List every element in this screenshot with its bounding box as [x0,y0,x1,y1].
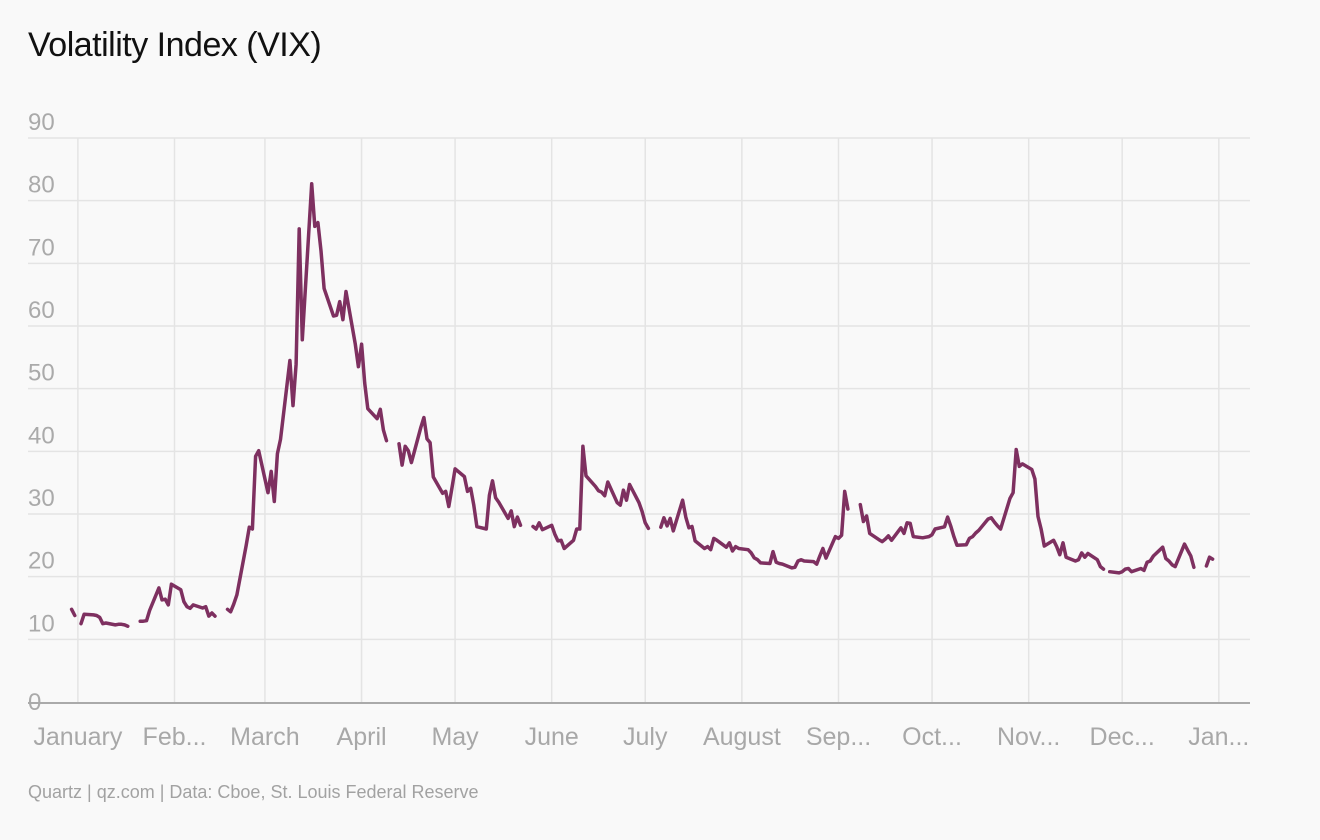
vix-line-segment [69,607,77,618]
x-tick-label: Sep... [806,723,871,751]
vix-line-segment [858,447,1106,571]
vix-line-segment [1204,555,1215,568]
y-gridlines [28,137,1250,641]
x-tick-label: June [525,723,579,751]
vix-line-segment [1107,542,1196,575]
x-tick-label: August [703,723,781,751]
y-tick-label: 70 [28,234,55,261]
y-tick-label: 30 [28,485,55,512]
x-tick-label: Oct... [902,723,962,751]
x-tick-label: July [623,723,668,751]
x-tick-label: May [431,723,479,751]
y-tick-label: 20 [28,548,55,575]
x-tick-label: March [230,723,299,751]
x-tick-label: Dec... [1090,723,1155,751]
y-tick-label: 90 [28,109,55,136]
x-gridlines [77,138,1220,702]
x-tick-label: April [337,723,387,751]
x-tick-label: Nov... [997,723,1060,751]
vix-line-segment [531,444,651,551]
y-tick-label: 80 [28,172,55,199]
source-note: Quartz | qz.com | Data: Cboe, St. Louis … [28,782,479,802]
vix-line-segment [79,612,130,628]
x-tick-label: January [33,723,122,751]
y-tick-label: 10 [28,610,55,637]
x-axis-tick-labels: January Feb... March April May June July August… [33,723,1249,751]
vix-line-segment [659,489,850,570]
chart-title: Volatility Index (VIX) [28,26,322,64]
x-tick-label: Feb... [143,723,207,751]
y-tick-label: 40 [28,422,55,449]
y-tick-label: 50 [28,360,55,387]
vix-line-segment [225,181,389,614]
vix-series [69,181,1215,628]
x-tick-label: Jan... [1188,723,1249,751]
vix-line-segment [397,415,523,531]
y-tick-label: 60 [28,297,55,324]
vix-line-segment [138,582,217,623]
